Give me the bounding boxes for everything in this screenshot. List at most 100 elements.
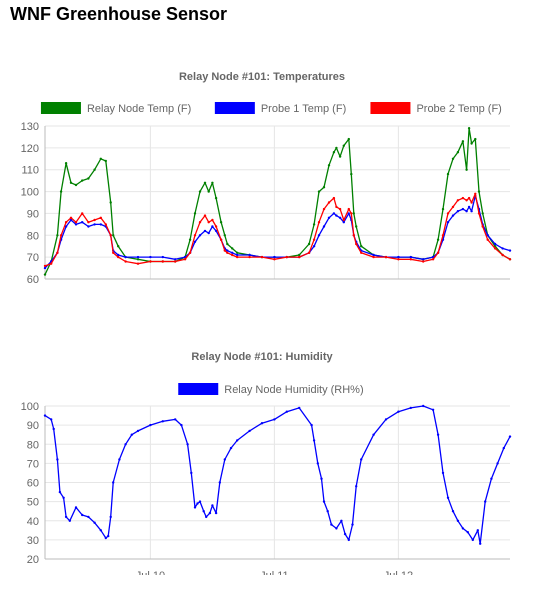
temperature-data-point: [248, 255, 251, 259]
humidity-chart: Relay Node #101: Humidity Relay Node Hum…: [21, 351, 512, 575]
temperature-data-point: [273, 258, 276, 261]
temperature-data-point: [273, 255, 276, 259]
humidity-data-point: [193, 506, 197, 509]
humidity-y-tick-label: 30: [27, 535, 39, 547]
humidity-data-point: [130, 433, 133, 436]
temperature-data-point: [352, 212, 355, 215]
temperature-data-point: [307, 242, 311, 246]
temperature-data-point: [335, 146, 338, 150]
humidity-legend: Relay Node Humidity (RH%): [178, 383, 364, 396]
temperature-data-point: [470, 201, 473, 204]
temperature-data-point: [397, 258, 400, 261]
humidity-data-point: [68, 519, 72, 522]
temperature-legend-item-2[interactable]: Probe 1 Temp (F): [214, 102, 346, 115]
temperature-data-point: [355, 225, 358, 228]
temperature-y-tick-label: 60: [27, 274, 39, 286]
temperature-data-point: [207, 221, 210, 224]
temperature-data-point: [198, 190, 202, 193]
humidity-data-point: [198, 500, 202, 503]
temperature-data-point: [87, 221, 90, 224]
humidity-data-point: [312, 439, 316, 442]
humidity-data-point: [223, 458, 226, 461]
temperature-data-point: [327, 201, 331, 204]
humidity-data-point: [62, 496, 65, 499]
humidity-y-tick-label: 90: [27, 420, 39, 432]
humidity-data-point: [340, 519, 343, 522]
humidity-data-point: [409, 406, 412, 410]
humidity-data-point: [335, 527, 338, 530]
humidity-data-point: [112, 481, 115, 484]
humidity-data-point: [273, 418, 276, 421]
humidity-data-point: [161, 420, 164, 423]
humidity-data-point: [422, 404, 425, 408]
temperature-data-point: [87, 177, 90, 180]
humidity-data-point: [316, 462, 319, 465]
temperature-data-point: [214, 229, 218, 233]
temperature-chart: Relay Node #101: Temperatures Relay Node…: [21, 71, 512, 286]
temperature-legend-item-1[interactable]: Relay Node Temp (F): [40, 102, 191, 115]
humidity-data-point: [64, 515, 68, 519]
temperature-data-point: [161, 260, 164, 263]
temperature-data-point: [422, 260, 425, 263]
temperature-data-point: [136, 255, 140, 259]
humidity-data-point: [56, 458, 59, 461]
temperature-y-tick-label: 130: [21, 121, 39, 133]
humidity-x-tick-label: Jul 12: [384, 570, 413, 575]
humidity-data-point: [330, 523, 333, 526]
humidity-y-tick-label: 40: [27, 516, 39, 528]
humidity-data-point: [190, 471, 193, 475]
humidity-data-point: [208, 511, 212, 515]
humidity-data-point: [451, 510, 455, 513]
humidity-data-point: [479, 542, 482, 545]
temperature-data-point: [211, 218, 214, 222]
humidity-x-tick-label: Jul 10: [136, 570, 165, 575]
temperature-data-point: [342, 221, 345, 224]
temperature-data-point: [81, 179, 84, 182]
temperature-data-point: [312, 245, 316, 248]
humidity-data-point: [107, 534, 110, 538]
humidity-data-point: [186, 443, 189, 446]
temperature-data-point: [327, 216, 331, 219]
temperature-legend-label: Relay Node Temp (F): [87, 103, 191, 115]
temperature-data-point: [117, 255, 120, 259]
temperature-data-point: [335, 205, 338, 209]
humidity-data-point: [322, 500, 326, 503]
humidity-data-point: [471, 538, 474, 542]
temperature-data-point: [456, 151, 460, 154]
temperature-data-point: [203, 229, 207, 233]
temperature-data-point: [207, 231, 210, 235]
temperature-data-point: [312, 238, 316, 241]
temperature-legend-swatch: [40, 102, 81, 114]
temperature-data-point: [441, 234, 445, 237]
temperature-y-tick-label: 100: [21, 187, 39, 199]
temperature-data-point: [338, 155, 342, 158]
temperature-data-point: [93, 218, 96, 222]
temperature-data-point: [183, 258, 187, 261]
temperature-data-point: [347, 207, 350, 211]
temperature-data-point: [214, 225, 218, 228]
temperature-data-point: [59, 234, 63, 237]
humidity-data-point: [347, 538, 350, 542]
humidity-data-point: [81, 513, 84, 517]
temperature-data-point: [352, 234, 355, 237]
humidity-data-point: [104, 536, 108, 540]
temperature-legend-label: Probe 2 Temp (F): [416, 103, 501, 115]
temperature-data-point: [87, 225, 90, 228]
humidity-data-point: [496, 462, 499, 465]
humidity-data-point: [124, 443, 127, 446]
temperature-data-point: [338, 216, 342, 219]
temperature-data-point: [436, 251, 440, 254]
temperature-data-point: [81, 212, 84, 215]
humidity-y-tick-label: 20: [27, 554, 39, 566]
temperature-data-point: [477, 212, 481, 215]
temperature-data-point: [486, 234, 489, 237]
temperature-data-point: [198, 234, 202, 237]
humidity-data-point: [343, 532, 347, 536]
temperature-data-point: [332, 196, 336, 200]
humidity-legend-item-1[interactable]: Relay Node Humidity (RH%): [178, 383, 364, 396]
humidity-data-point: [218, 481, 221, 484]
temperature-legend-item-3[interactable]: Probe 2 Temp (F): [370, 102, 502, 115]
temperature-data-point: [508, 258, 512, 261]
temperature-data-point: [226, 251, 229, 254]
temperature-data-point: [203, 181, 207, 184]
